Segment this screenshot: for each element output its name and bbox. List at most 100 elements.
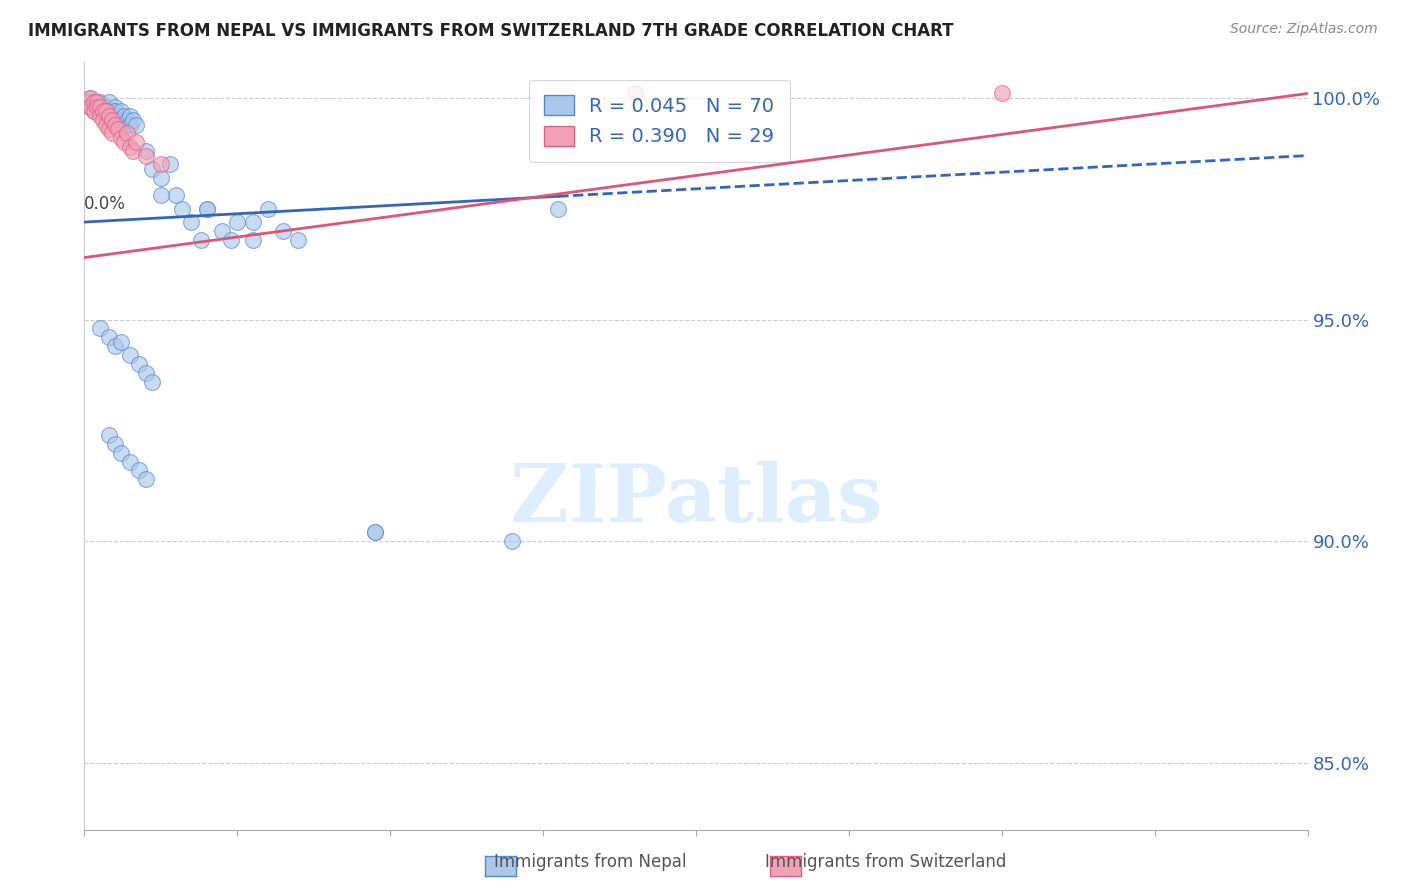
- Point: [79, 100, 101, 114]
- Point: [135, 366, 157, 380]
- Point: [97, 109, 120, 123]
- Point: [271, 224, 294, 238]
- Point: [242, 233, 264, 247]
- Point: [101, 104, 124, 119]
- Point: [97, 330, 120, 344]
- Point: [110, 131, 132, 145]
- Point: [101, 127, 124, 141]
- Point: [104, 437, 127, 451]
- Point: [120, 118, 142, 132]
- Point: [242, 215, 264, 229]
- Point: [97, 104, 120, 119]
- Point: [195, 202, 218, 216]
- Point: [79, 91, 101, 105]
- Point: [86, 95, 108, 110]
- Point: [364, 525, 387, 540]
- Point: [128, 357, 150, 371]
- Point: [94, 109, 117, 123]
- Point: [172, 202, 194, 216]
- Point: [287, 233, 309, 247]
- Point: [211, 224, 233, 238]
- Point: [135, 144, 157, 158]
- Point: [122, 113, 145, 128]
- Point: [107, 109, 129, 123]
- Point: [79, 100, 101, 114]
- Point: [135, 472, 157, 486]
- Point: [110, 104, 132, 119]
- Point: [122, 144, 145, 158]
- Text: IMMIGRANTS FROM NEPAL VS IMMIGRANTS FROM SWITZERLAND 7TH GRADE CORRELATION CHART: IMMIGRANTS FROM NEPAL VS IMMIGRANTS FROM…: [28, 22, 953, 40]
- Point: [76, 95, 98, 110]
- Point: [76, 95, 98, 110]
- Point: [991, 87, 1014, 101]
- Legend: R = 0.045   N = 70, R = 0.390   N = 29: R = 0.045 N = 70, R = 0.390 N = 29: [529, 79, 790, 161]
- Point: [547, 202, 569, 216]
- Text: Immigrants from Switzerland: Immigrants from Switzerland: [765, 853, 1007, 871]
- Point: [219, 233, 242, 247]
- Point: [83, 95, 105, 110]
- Point: [107, 113, 129, 128]
- Point: [165, 188, 187, 202]
- Point: [110, 445, 132, 459]
- Point: [86, 95, 108, 110]
- Point: [502, 534, 524, 549]
- Point: [91, 113, 114, 128]
- Point: [101, 113, 124, 128]
- Point: [97, 122, 120, 136]
- Point: [149, 188, 172, 202]
- Point: [141, 375, 163, 389]
- Point: [624, 87, 647, 101]
- Point: [125, 135, 148, 149]
- Point: [120, 454, 142, 468]
- Point: [89, 104, 111, 119]
- Point: [107, 122, 129, 136]
- Point: [104, 104, 127, 119]
- Point: [125, 118, 148, 132]
- Point: [83, 104, 105, 119]
- Point: [94, 100, 117, 114]
- Point: [91, 104, 114, 119]
- Point: [86, 100, 108, 114]
- Point: [86, 100, 108, 114]
- Point: [190, 233, 212, 247]
- Point: [110, 113, 132, 128]
- Point: [115, 127, 138, 141]
- Point: [104, 118, 127, 132]
- Text: ZIPatlas: ZIPatlas: [510, 460, 882, 539]
- Point: [135, 148, 157, 162]
- Point: [97, 428, 120, 442]
- Point: [91, 104, 114, 119]
- Point: [159, 157, 181, 171]
- Text: Source: ZipAtlas.com: Source: ZipAtlas.com: [1230, 22, 1378, 37]
- Point: [364, 525, 387, 540]
- Point: [101, 109, 124, 123]
- Point: [149, 157, 172, 171]
- Point: [89, 100, 111, 114]
- Point: [104, 339, 127, 353]
- Point: [128, 463, 150, 477]
- Point: [89, 321, 111, 335]
- Point: [115, 113, 138, 128]
- Point: [89, 109, 111, 123]
- Point: [97, 95, 120, 110]
- Point: [180, 215, 202, 229]
- Point: [104, 100, 127, 114]
- Point: [257, 202, 280, 216]
- Point: [112, 109, 135, 123]
- Point: [120, 109, 142, 123]
- Point: [141, 161, 163, 176]
- Point: [120, 139, 142, 153]
- Point: [94, 118, 117, 132]
- Point: [83, 95, 105, 110]
- Point: [79, 91, 101, 105]
- Point: [110, 334, 132, 349]
- Point: [83, 104, 105, 119]
- Point: [120, 348, 142, 362]
- Text: 0.0%: 0.0%: [84, 195, 127, 213]
- Point: [149, 170, 172, 185]
- Point: [94, 104, 117, 119]
- Point: [226, 215, 249, 229]
- Point: [112, 135, 135, 149]
- Point: [91, 100, 114, 114]
- Point: [195, 202, 218, 216]
